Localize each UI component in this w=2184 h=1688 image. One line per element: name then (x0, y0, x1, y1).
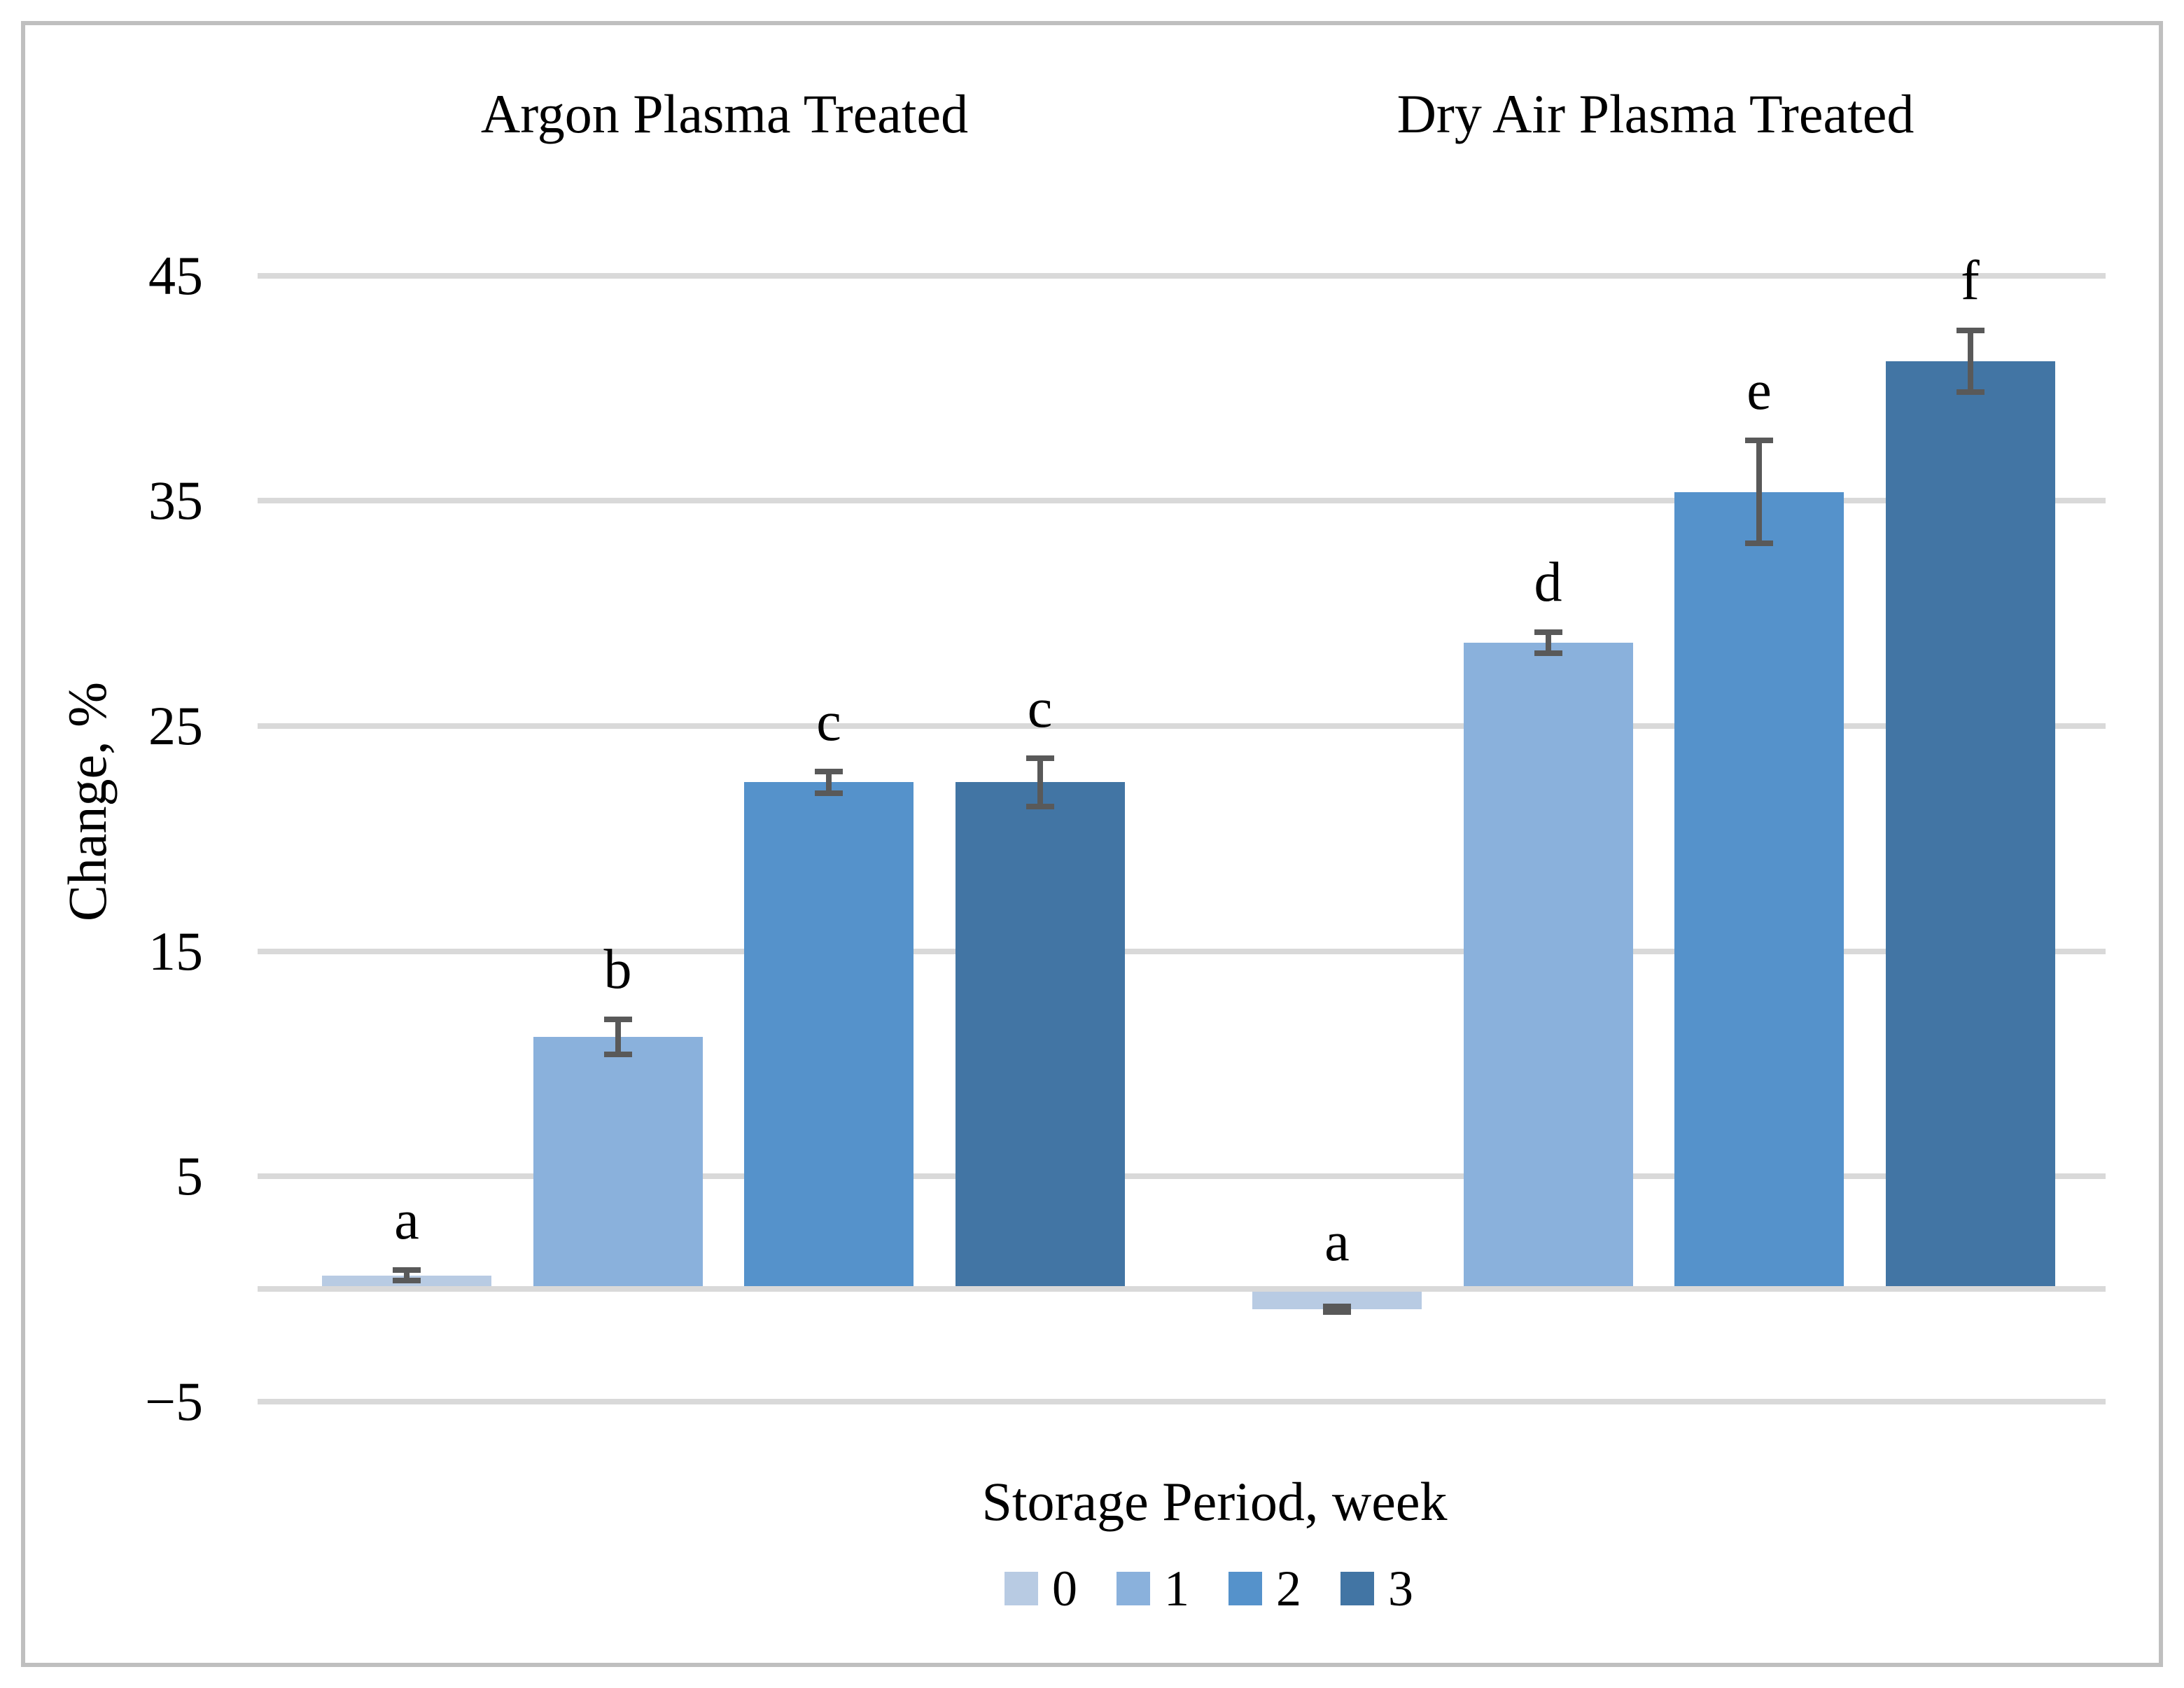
significance-letter: c (1027, 677, 1053, 739)
error-bar-cap-bottom (393, 1277, 421, 1283)
y-tick-label: −5 (145, 1370, 203, 1432)
legend: 0 1 2 3 (1004, 1561, 1452, 1617)
gridline-15 (258, 948, 2106, 954)
legend-swatch (1340, 1572, 1374, 1605)
error-bar-cap-top (815, 769, 843, 775)
error-bar-cap-bottom (1026, 803, 1054, 809)
legend-label: 1 (1164, 1561, 1189, 1617)
gridline-5 (258, 1173, 2106, 1180)
chart-border (21, 21, 2163, 1667)
y-tick-label: 15 (148, 920, 203, 982)
legend-swatch (1004, 1572, 1038, 1605)
significance-letter: f (1961, 249, 1980, 312)
gridline-35 (258, 498, 2106, 504)
zero-axis-line (258, 1286, 2106, 1292)
bar-week1 (1463, 643, 1633, 1289)
legend-label: 0 (1052, 1561, 1077, 1617)
bar-week3 (955, 782, 1125, 1289)
error-bar (1967, 327, 1973, 396)
legend-label: 3 (1388, 1561, 1413, 1617)
significance-letter: a (394, 1190, 419, 1252)
significance-letter: c (816, 691, 841, 753)
error-bar (1756, 438, 1762, 546)
error-bar-cap-top (603, 1016, 632, 1022)
group-title-dry-air: Dry Air Plasma Treated (1396, 83, 1914, 144)
y-axis-title: Change, % (57, 681, 118, 922)
legend-item-week0: 0 (1004, 1561, 1116, 1617)
bar-week1 (533, 1036, 703, 1289)
legend-item-week3: 3 (1340, 1561, 1452, 1617)
legend-item-week1: 1 (1116, 1561, 1228, 1617)
legend-swatch (1116, 1572, 1150, 1605)
gridline-−5 (258, 1398, 2106, 1404)
error-bar (1334, 1303, 1340, 1315)
group-title-argon: Argon Plasma Treated (480, 83, 969, 144)
error-bar-cap-top (1026, 755, 1054, 761)
error-bar-cap-top (1956, 327, 1984, 333)
bar-week3 (1885, 361, 2055, 1289)
legend-item-week2: 2 (1228, 1561, 1340, 1617)
y-tick-label: 25 (148, 695, 203, 756)
gridline-25 (258, 723, 2106, 729)
significance-letter: b (603, 938, 632, 1000)
error-bar (404, 1267, 410, 1283)
error-bar-cap-bottom (1956, 389, 1984, 396)
bar-week2 (744, 782, 913, 1289)
y-tick-label: 5 (176, 1145, 203, 1207)
error-bar-cap-top (1323, 1303, 1351, 1309)
error-bar (826, 769, 832, 796)
gridline-45 (258, 272, 2106, 279)
error-bar-cap-bottom (603, 1051, 632, 1057)
error-bar (1037, 755, 1043, 809)
error-bar (615, 1016, 621, 1057)
legend-swatch (1228, 1572, 1262, 1605)
significance-letter: e (1746, 360, 1772, 422)
x-axis-title: Storage Period, week (981, 1471, 1448, 1532)
y-tick-label: 45 (148, 244, 203, 306)
bar-week2 (1674, 491, 1844, 1289)
error-bar-cap-bottom (815, 790, 843, 796)
significance-letter: a (1324, 1211, 1350, 1273)
y-tick-label: 35 (148, 470, 203, 531)
error-bar-cap-bottom (1323, 1309, 1351, 1315)
error-bar-cap-top (1745, 438, 1773, 444)
error-bar-cap-bottom (1534, 650, 1562, 657)
error-bar-cap-top (393, 1267, 421, 1274)
error-bar-cap-bottom (1745, 540, 1773, 546)
legend-label: 2 (1276, 1561, 1301, 1617)
error-bar-cap-top (1534, 629, 1562, 635)
error-bar (1545, 629, 1551, 657)
significance-letter: d (1534, 551, 1562, 613)
